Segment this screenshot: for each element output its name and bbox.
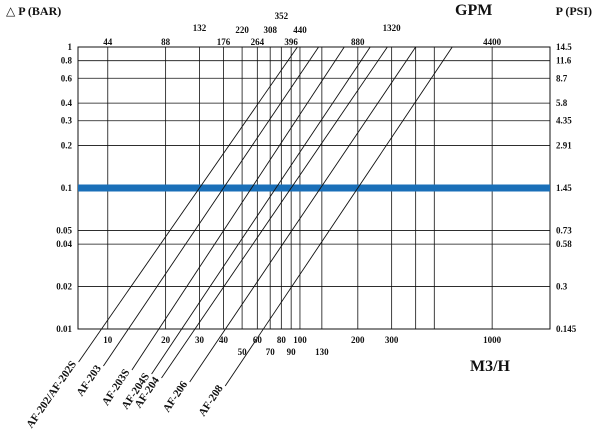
bottom-tick-label: 80 <box>277 335 287 345</box>
bottom-axis-label: M3/H <box>470 358 510 375</box>
top-tick-label: 352 <box>275 11 289 21</box>
model-line <box>78 46 298 363</box>
left-tick-label: 0.1 <box>61 183 73 193</box>
right-tick-label: 11.6 <box>556 56 572 66</box>
bottom-tick-label: 10 <box>103 335 113 345</box>
model-line <box>131 46 345 371</box>
bottom-tick-label: 130 <box>315 347 329 357</box>
bottom-tick-label: 20 <box>161 335 171 345</box>
model-label: AF-208 <box>196 383 226 419</box>
top-tick-label: 176 <box>217 37 231 47</box>
left-tick-label: 0.02 <box>56 282 72 292</box>
right-tick-label: 4.35 <box>556 116 572 126</box>
left-tick-label: 0.3 <box>61 116 73 126</box>
top-axis-label: GPM <box>455 2 493 19</box>
bottom-tick-label: 70 <box>266 347 276 357</box>
left-tick-label: 0.8 <box>61 56 73 66</box>
left-axis-label: △ P (BAR) <box>6 4 62 18</box>
model-line <box>189 46 417 383</box>
bottom-tick-label: 50 <box>238 347 248 357</box>
left-tick-label: 0.2 <box>61 141 73 151</box>
bottom-tick-label: 300 <box>385 335 399 345</box>
top-tick-label: 880 <box>351 37 365 47</box>
model-line <box>151 46 371 375</box>
right-tick-label: 0.58 <box>556 239 572 249</box>
top-tick-label: 132 <box>193 23 207 33</box>
right-tick-label: 0.73 <box>556 225 572 235</box>
bottom-tick-label: 30 <box>195 335 205 345</box>
left-tick-label: 0.04 <box>56 239 72 249</box>
model-line <box>224 46 453 387</box>
right-axis-label: P (PSI) <box>555 4 592 18</box>
top-tick-label: 264 <box>251 37 265 47</box>
bottom-tick-label: 1000 <box>483 335 502 345</box>
bottom-tick-label: 100 <box>293 335 307 345</box>
right-tick-label: 0.3 <box>556 282 568 292</box>
left-tick-label: 1 <box>68 42 73 52</box>
right-tick-label: 5.8 <box>556 98 568 108</box>
left-tick-label: 0.01 <box>56 324 72 334</box>
bottom-tick-label: 40 <box>219 335 229 345</box>
right-tick-label: 0.145 <box>556 324 577 334</box>
left-tick-label: 0.4 <box>61 98 73 108</box>
top-tick-label: 88 <box>161 37 171 47</box>
model-label: AF-202/AF-202S <box>24 359 79 431</box>
left-tick-label: 0.05 <box>56 225 72 235</box>
top-tick-label: 396 <box>284 37 298 47</box>
right-tick-label: 8.7 <box>556 73 568 83</box>
bottom-tick-label: 200 <box>351 335 365 345</box>
top-tick-label: 44 <box>103 37 113 47</box>
left-tick-label: 0.6 <box>61 73 73 83</box>
top-tick-label: 4400 <box>483 37 502 47</box>
bottom-tick-label: 90 <box>287 347 297 357</box>
top-tick-label: 440 <box>293 25 307 35</box>
right-tick-label: 1.45 <box>556 183 572 193</box>
model-line <box>103 46 319 367</box>
model-label: AF-203 <box>74 363 104 399</box>
top-tick-label: 220 <box>235 25 249 35</box>
model-label: AF-206 <box>161 379 191 415</box>
right-tick-label: 14.5 <box>556 42 572 52</box>
top-tick-label: 308 <box>263 25 277 35</box>
top-tick-label: 1320 <box>383 23 402 33</box>
bottom-tick-label: 60 <box>253 335 263 345</box>
right-tick-label: 2.91 <box>556 141 572 151</box>
model-line <box>161 46 388 379</box>
